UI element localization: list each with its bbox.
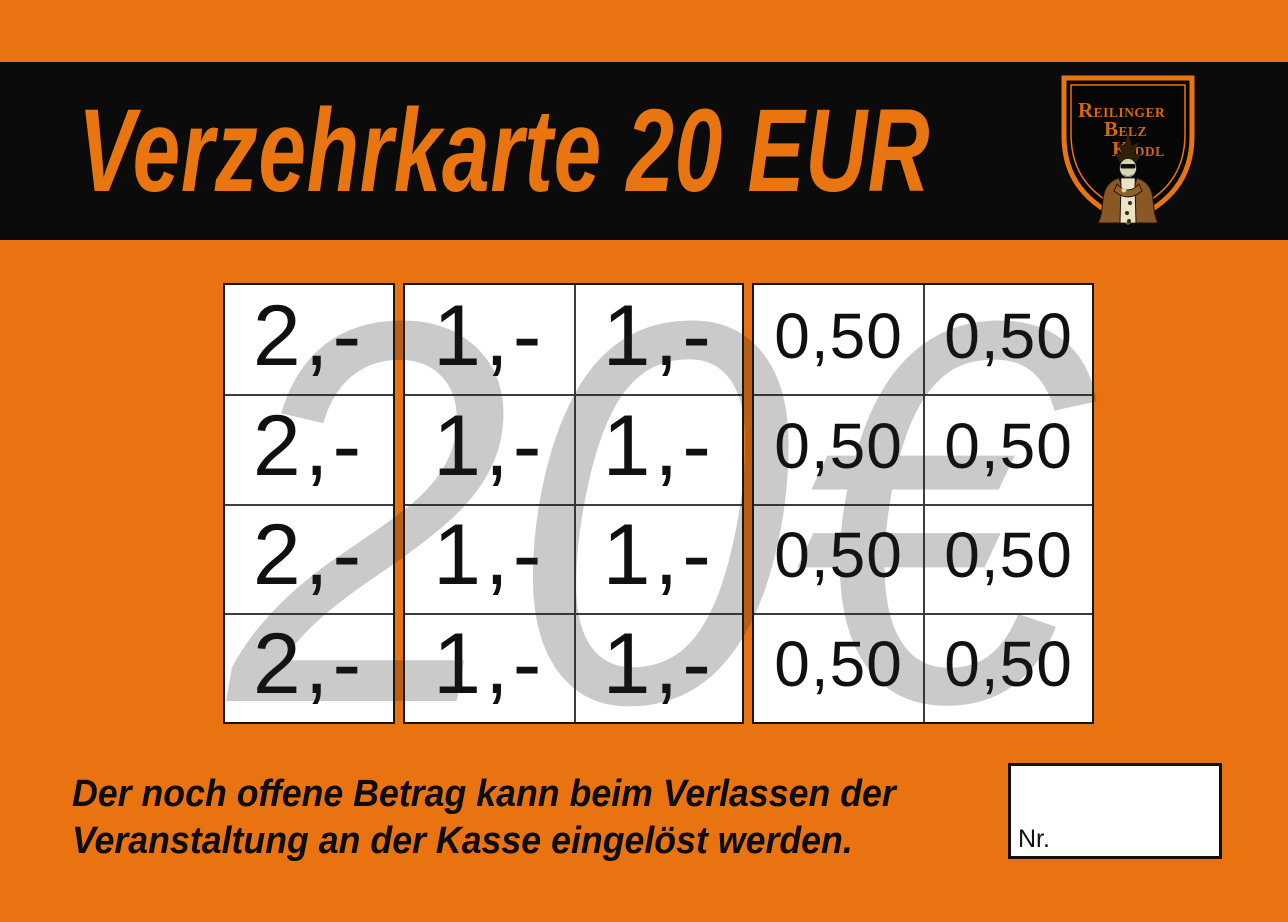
voucher-cell-50cent: 0,50 bbox=[754, 503, 923, 613]
voucher-cell-2eur: 2,- bbox=[225, 612, 393, 722]
voucher-block-2eur: 2,- 2,- 2,- 2,- bbox=[223, 283, 395, 724]
voucher-block-50cent: 0,50 0,50 0,50 0,50 0,50 0,50 0,50 0,50 bbox=[752, 283, 1094, 724]
voucher-cell-2eur: 2,- bbox=[252, 287, 366, 384]
card-title: Verzehrkarte 20 EUR bbox=[78, 85, 931, 217]
voucher-grid: 2,- 2,- 2,- 2,- 1,- 1,- 1,- 1,- 1,- 1,- … bbox=[223, 241, 1094, 786]
voucher-cell-50cent: 0,50 bbox=[923, 394, 1092, 504]
voucher-cell-1eur: 1,- bbox=[573, 503, 742, 613]
voucher-cell-50cent: 0,50 bbox=[923, 285, 1092, 395]
voucher-cell-1eur: 1,- bbox=[573, 612, 742, 722]
belz-kiddl-figure-icon bbox=[1097, 132, 1159, 224]
header-band: Verzehrkarte 20 EUR REILINGER BELZ KIDDL bbox=[0, 62, 1288, 240]
crest-text-line2: BELZ bbox=[1104, 117, 1147, 141]
redemption-note-line1: Der noch offene Betrag kann beim Verlass… bbox=[72, 773, 896, 815]
voucher-cell-1eur: 1,- bbox=[433, 287, 546, 384]
voucher-cell-2eur: 2,- bbox=[225, 394, 393, 503]
voucher-cell-50cent: 0,50 bbox=[754, 394, 923, 503]
redemption-note: Der noch offene Betrag kann beim Verlass… bbox=[72, 771, 896, 865]
voucher-cell-1eur: 1,- bbox=[405, 394, 574, 503]
voucher-cell-1eur: 1,- bbox=[573, 394, 742, 504]
redemption-note-line2: Veranstaltung an der Kasse eingelöst wer… bbox=[72, 820, 853, 863]
voucher-cell-2eur: 2,- bbox=[225, 503, 393, 613]
voucher-cell-50cent: 0,50 bbox=[774, 299, 903, 372]
voucher-cell-1eur: 1,- bbox=[405, 612, 574, 722]
serial-number-box: Nr. bbox=[1008, 763, 1222, 859]
sunglasses-icon bbox=[1120, 164, 1136, 169]
voucher-cell-50cent: 0,50 bbox=[923, 503, 1092, 613]
voucher-block-1eur: 1,- 1,- 1,- 1,- 1,- 1,- 1,- 1,- bbox=[403, 283, 744, 724]
voucher-cell-50cent: 0,50 bbox=[754, 612, 923, 722]
voucher-cell-50cent: 0,50 bbox=[923, 612, 1092, 722]
voucher-cell-1eur: 1,- bbox=[573, 285, 743, 395]
crest-text-line1: REILINGER bbox=[1078, 98, 1165, 122]
serial-number-label: Nr. bbox=[1018, 825, 1050, 853]
voucher-cell-1eur: 1,- bbox=[405, 503, 574, 613]
club-crest-icon: REILINGER BELZ KIDDL bbox=[1061, 75, 1195, 225]
